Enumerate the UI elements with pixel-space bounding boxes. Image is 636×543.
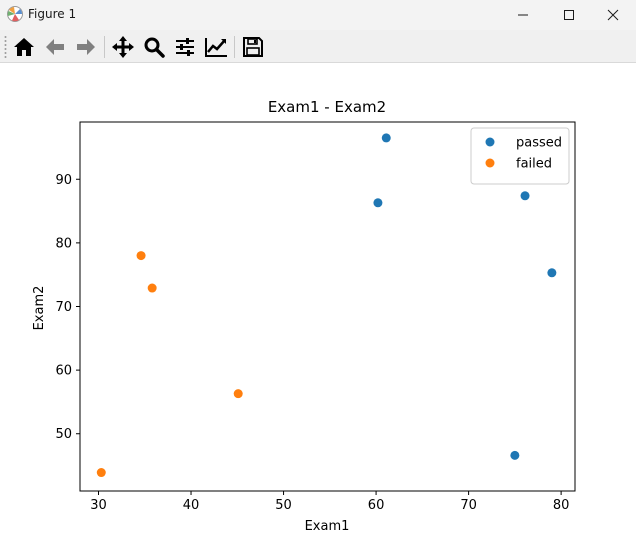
y-axis-label: Exam2: [32, 286, 47, 331]
arrow-left-icon: [45, 38, 64, 55]
x-tick-label: 30: [90, 498, 107, 513]
minimize-button[interactable]: [500, 0, 546, 30]
data-point-failed: [147, 283, 157, 293]
axes-frame: [79, 121, 576, 492]
y-tick-label: 50: [55, 427, 72, 442]
toolbar-separator: [234, 36, 235, 58]
subplots-button[interactable]: [171, 33, 198, 60]
legend-label-passed: passed: [516, 136, 562, 151]
title-bar: Figure 1: [0, 0, 636, 30]
chart-title: Exam1 - Exam2: [268, 98, 386, 116]
maximize-button[interactable]: [546, 0, 592, 30]
legend-marker-failed: [485, 158, 495, 168]
x-tick-label: 70: [460, 498, 477, 513]
toolbar-separator: [104, 36, 105, 58]
forward-button[interactable]: [72, 33, 99, 60]
y-tick-label: 90: [55, 173, 72, 188]
x-tick-label: 80: [553, 498, 570, 513]
sliders-icon: [175, 37, 194, 56]
x-tick-label: 40: [183, 498, 200, 513]
save-button[interactable]: [239, 33, 266, 60]
y-tick-label: 70: [55, 300, 72, 315]
zoom-button[interactable]: [140, 33, 167, 60]
x-tick-label: 60: [368, 498, 385, 513]
data-point-passed: [547, 268, 557, 278]
matplotlib-icon: [7, 6, 23, 22]
home-icon: [13, 37, 34, 56]
minimize-icon: [518, 14, 528, 16]
pan-button[interactable]: [109, 33, 136, 60]
floppy-disk-icon: [242, 36, 263, 57]
data-point-failed: [96, 468, 106, 478]
close-icon: [607, 9, 619, 21]
arrow-right-icon: [76, 38, 95, 55]
maximize-icon: [564, 10, 574, 20]
figure-canvas: Exam1 - Exam2 30 40 50 60 70 80 50 60 70 80 90 Exa…: [0, 63, 636, 543]
y-tick-label: 60: [55, 364, 72, 379]
home-button[interactable]: [10, 33, 37, 60]
data-point-passed: [373, 198, 383, 208]
window-title: Figure 1: [28, 7, 77, 21]
data-point-passed: [520, 191, 530, 201]
edit-axes-button[interactable]: [202, 33, 229, 60]
legend-label-failed: failed: [516, 157, 552, 172]
data-point-failed: [136, 251, 146, 261]
magnifier-icon: [144, 37, 165, 58]
navigation-toolbar: [0, 30, 636, 63]
data-point-passed: [381, 133, 391, 143]
legend-box: [470, 127, 570, 185]
data-point-failed: [233, 389, 243, 399]
legend-marker-passed: [485, 137, 495, 147]
back-button[interactable]: [41, 33, 68, 60]
line-chart-icon: [204, 37, 227, 57]
x-tick-label: 50: [275, 498, 292, 513]
close-button[interactable]: [590, 0, 636, 30]
move-icon: [111, 35, 134, 58]
plot-area: 30 40 50 60 70 80 50 60 70 80 90: [55, 121, 576, 513]
y-tick-label: 80: [55, 236, 72, 251]
legend: passed failed: [470, 127, 570, 185]
x-axis-label: Exam1: [305, 519, 350, 534]
toolbar-grip-icon: [4, 36, 7, 58]
scatter-chart[interactable]: Exam1 - Exam2 30 40 50 60 70 80 50 60 70 80 90 Exa…: [0, 63, 636, 543]
data-point-passed: [510, 450, 520, 460]
